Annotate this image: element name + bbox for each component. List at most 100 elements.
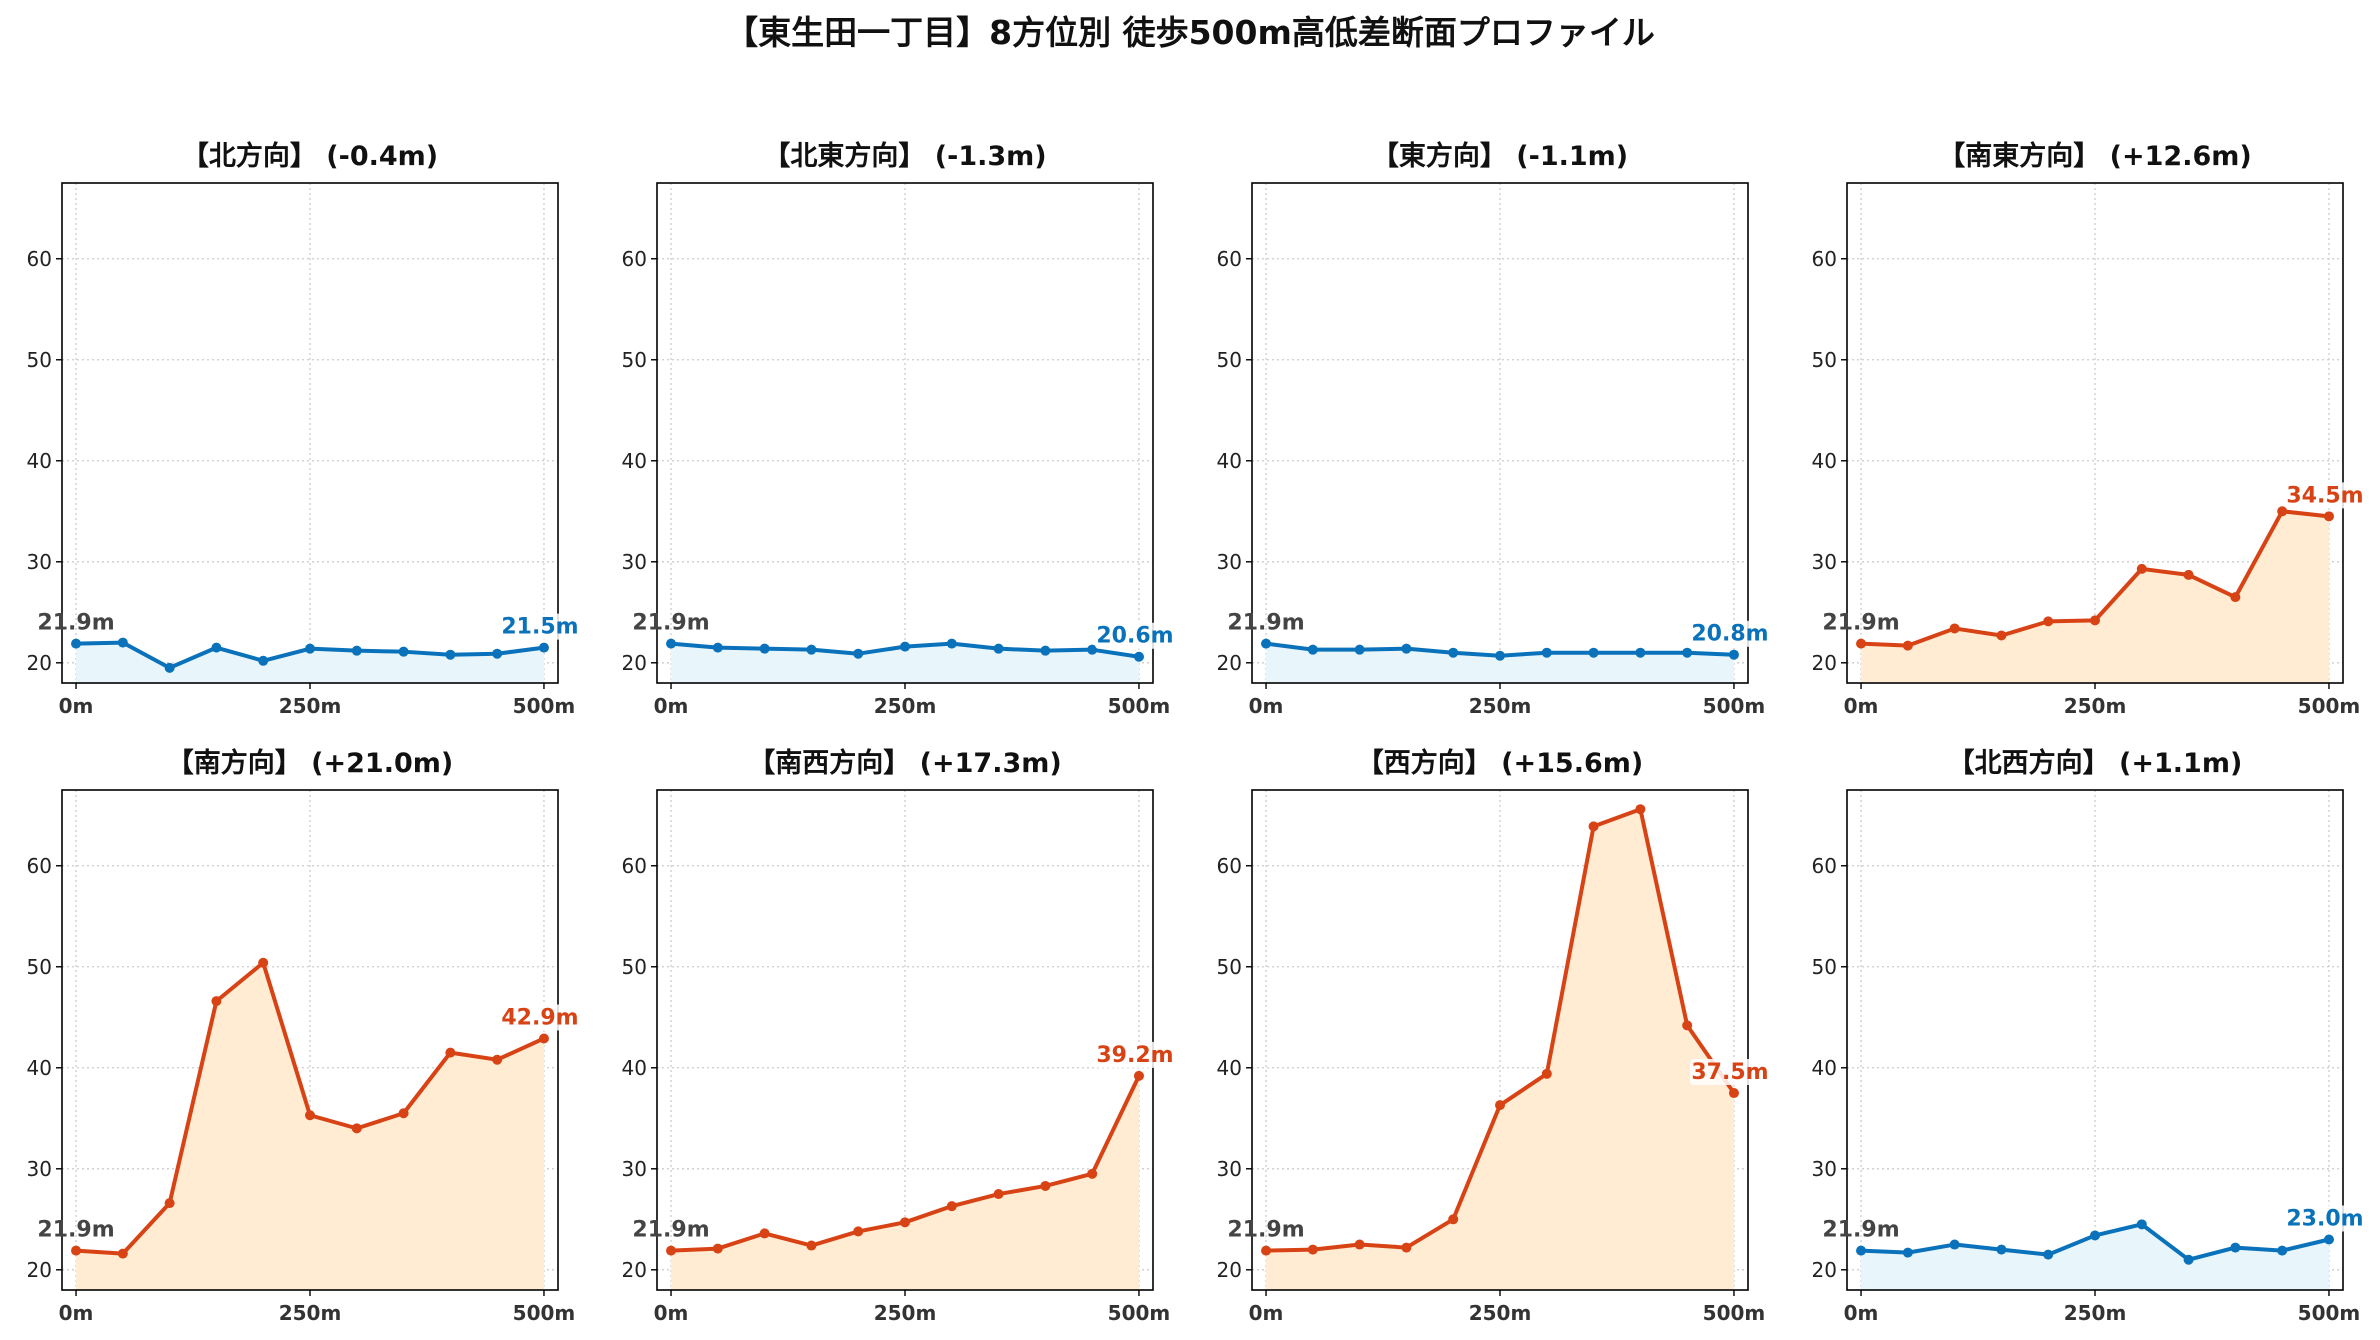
x-tick-label: 500m: [1703, 694, 1766, 718]
x-tick-label: 0m: [654, 1301, 689, 1325]
x-tick-label: 500m: [1703, 1301, 1766, 1325]
end-label-background: [499, 1004, 580, 1031]
panel: 【南西方向】 (+17.3m) 20 30 40 50 60 0m 250m 500m 21.9m…: [622, 747, 1175, 1325]
x-tick-label: 250m: [279, 694, 342, 718]
y-tick-label: 30: [1812, 1157, 1837, 1181]
x-tick-label: 500m: [513, 1301, 576, 1325]
start-elevation-label: 21.9m: [37, 611, 114, 636]
elevation-area: [671, 643, 1139, 683]
x-tick-label: 250m: [1469, 1301, 1532, 1325]
data-point: [1401, 643, 1412, 654]
y-tick-label: 30: [27, 550, 52, 574]
y-tick-label: 20: [622, 1258, 647, 1282]
data-point: [538, 642, 549, 653]
data-point: [1588, 647, 1599, 658]
data-point: [538, 1033, 549, 1044]
data-point: [2183, 569, 2194, 580]
data-point: [1448, 647, 1459, 658]
y-tick-label: 40: [622, 449, 647, 473]
panel: 【南方向】 (+21.0m) 20 30 40 50 60 0m 250m 500m 21.9m 4…: [27, 747, 580, 1325]
panel-title: 【東方向】 (-1.1m): [1372, 140, 1628, 172]
elevation-area: [671, 1075, 1139, 1290]
panel: 【北西方向】 (+1.1m) 20 30 40 50 60 0m 250m 500m 21.9m 2…: [1812, 747, 2365, 1325]
panel-title: 【南方向】 (+21.0m): [167, 747, 453, 779]
end-label-background: [1094, 622, 1175, 649]
x-tick-label: 250m: [279, 1301, 342, 1325]
panel-title: 【南東方向】 (+12.6m): [1938, 140, 2251, 172]
data-point: [666, 1245, 677, 1256]
panel: 【西方向】 (+15.6m) 20 30 40 50 60 0m 250m 500m 21.9m 3…: [1217, 747, 1770, 1325]
data-point: [853, 648, 864, 659]
y-tick-label: 20: [1217, 1258, 1242, 1282]
data-point: [1495, 1100, 1505, 1111]
data-point: [2090, 1230, 2100, 1241]
y-tick-label: 30: [1217, 1157, 1242, 1181]
data-point: [1949, 623, 1960, 634]
y-tick-label: 20: [1217, 651, 1242, 675]
panel: 【北東方向】 (-1.3m) 20 30 40 50 60 0m 250m 500m 21.9m 2…: [622, 140, 1175, 718]
panel-title: 【南西方向】 (+17.3m): [748, 747, 1061, 779]
panel-title: 【北西方向】 (+1.1m): [1948, 747, 2243, 779]
data-point: [1902, 640, 1913, 651]
data-point: [1588, 821, 1599, 832]
y-tick-label: 60: [622, 247, 647, 271]
y-tick-label: 30: [1217, 550, 1242, 574]
y-tick-label: 50: [622, 955, 647, 979]
y-tick-label: 50: [1217, 955, 1242, 979]
data-point: [2277, 506, 2288, 517]
y-tick-label: 50: [1812, 955, 1837, 979]
data-point: [1635, 804, 1646, 815]
end-label-background: [1689, 1059, 1770, 1086]
x-tick-label: 0m: [1844, 694, 1879, 718]
data-point: [806, 1240, 817, 1251]
data-point: [1354, 644, 1365, 655]
data-point: [1354, 1239, 1365, 1250]
y-tick-label: 30: [27, 1157, 52, 1181]
data-point: [351, 645, 362, 656]
elevation-area: [76, 962, 544, 1290]
data-point: [2090, 615, 2100, 626]
data-point: [946, 638, 957, 649]
data-point: [2323, 511, 2334, 522]
data-point: [1307, 644, 1318, 655]
end-elevation-label: 34.5m: [2286, 483, 2363, 508]
data-point: [1996, 1244, 2007, 1255]
elevation-area: [1861, 1224, 2329, 1290]
panel: 【東方向】 (-1.1m) 20 30 40 50 60 0m 250m 500m 21.9m 20…: [1217, 140, 1770, 718]
y-tick-label: 50: [27, 348, 52, 372]
start-elevation-label: 21.9m: [37, 1218, 114, 1243]
y-tick-label: 60: [27, 247, 52, 271]
data-point: [492, 648, 503, 659]
data-point: [1133, 1070, 1144, 1081]
x-tick-label: 500m: [1108, 694, 1171, 718]
y-tick-label: 40: [1217, 1056, 1242, 1080]
data-point: [305, 1110, 315, 1121]
y-tick-label: 20: [1812, 1258, 1837, 1282]
y-tick-label: 40: [622, 1056, 647, 1080]
end-elevation-label: 42.9m: [501, 1005, 578, 1030]
y-tick-label: 40: [27, 449, 52, 473]
start-elevation-label: 21.9m: [632, 1218, 709, 1243]
data-point: [1261, 638, 1272, 649]
end-elevation-label: 23.0m: [2286, 1206, 2363, 1231]
panel: 【南東方向】 (+12.6m) 20 30 40 50 60 0m 250m 500m 21.9m…: [1812, 140, 2365, 718]
data-point: [1087, 644, 1098, 655]
end-label-background: [2284, 482, 2365, 509]
data-point: [1856, 638, 1867, 649]
end-elevation-label: 39.2m: [1096, 1043, 1173, 1068]
data-point: [853, 1226, 864, 1237]
data-point: [1996, 630, 2007, 641]
y-tick-label: 30: [622, 1157, 647, 1181]
data-point: [993, 1189, 1004, 1200]
data-point: [1087, 1168, 1098, 1179]
y-tick-label: 40: [27, 1056, 52, 1080]
data-point: [211, 642, 222, 653]
x-tick-label: 500m: [2298, 1301, 2361, 1325]
x-tick-label: 500m: [1108, 1301, 1171, 1325]
start-elevation-label: 21.9m: [632, 611, 709, 636]
data-point: [2136, 1219, 2147, 1230]
x-tick-label: 500m: [513, 694, 576, 718]
start-elevation-label: 21.9m: [1227, 1218, 1304, 1243]
y-tick-label: 40: [1217, 449, 1242, 473]
